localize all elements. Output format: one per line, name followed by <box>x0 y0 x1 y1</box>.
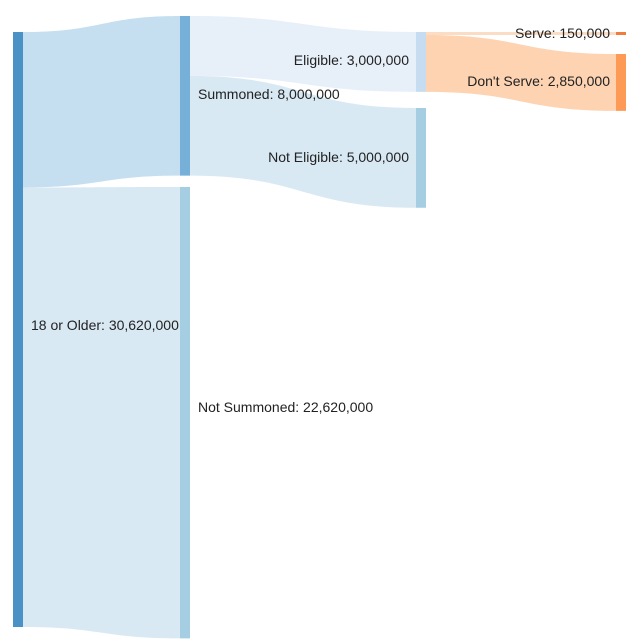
link-adults-to-not_summoned[interactable] <box>23 187 180 639</box>
node-eligible[interactable] <box>416 32 426 92</box>
node-summoned[interactable] <box>180 16 190 176</box>
node-not_eligible[interactable] <box>416 108 426 208</box>
label-summoned: Summoned: 8,000,000 <box>198 86 340 102</box>
label-dont_serve: Don't Serve: 2,850,000 <box>467 73 610 89</box>
node-not_summoned[interactable] <box>180 187 190 639</box>
label-not_eligible: Not Eligible: 5,000,000 <box>268 149 409 165</box>
node-adults[interactable] <box>13 32 23 627</box>
link-eligible-to-dont_serve[interactable] <box>426 34 616 111</box>
links-layer <box>23 16 616 639</box>
node-serve[interactable] <box>616 32 626 35</box>
link-adults-to-summoned[interactable] <box>23 16 180 188</box>
label-serve: Serve: 150,000 <box>515 25 610 41</box>
label-not_summoned: Not Summoned: 22,620,000 <box>198 399 373 415</box>
link-summoned-to-not_eligible[interactable] <box>190 75 416 208</box>
labels-layer: 18 or Older: 30,620,000 Summoned: 8,000,0… <box>31 25 610 415</box>
label-adults: 18 or Older: 30,620,000 <box>31 317 179 333</box>
link-summoned-to-eligible[interactable] <box>190 16 416 92</box>
link-eligible-to-serve[interactable] <box>426 32 616 35</box>
label-eligible: Eligible: 3,000,000 <box>294 52 409 68</box>
node-dont_serve[interactable] <box>616 54 626 111</box>
nodes-layer <box>13 16 626 639</box>
